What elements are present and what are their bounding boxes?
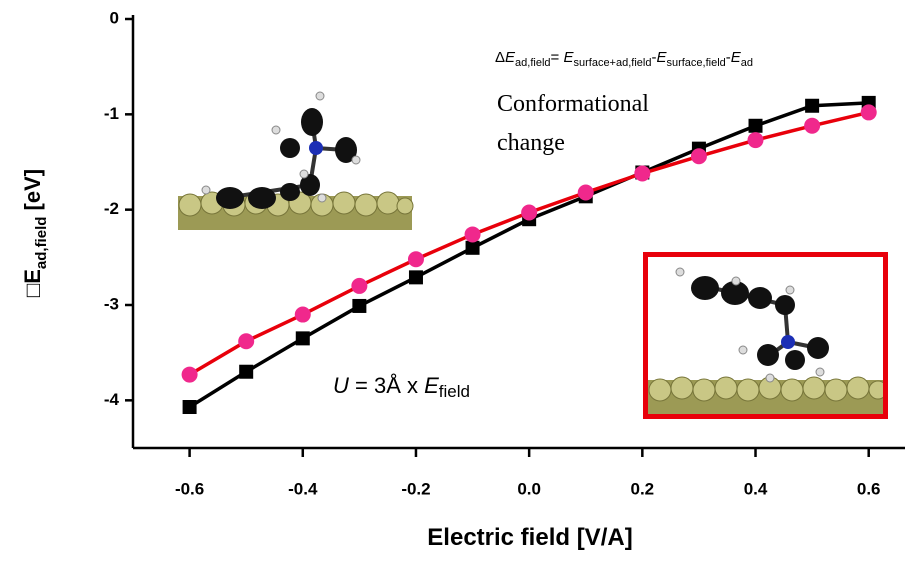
text-part: E <box>424 373 439 398</box>
marker <box>296 331 310 345</box>
marker <box>465 226 481 242</box>
marker <box>805 99 819 113</box>
marker <box>351 278 367 294</box>
marker <box>804 118 820 134</box>
marker <box>578 185 594 201</box>
molecule-inset-left <box>178 92 413 230</box>
x-tick-label: 0.0 <box>517 479 541 498</box>
y-tick-label: -2 <box>104 199 119 218</box>
x-tick-label: 0.4 <box>744 479 768 498</box>
marker <box>748 132 764 148</box>
potential-formula: U = 3Å x Efield <box>333 373 470 401</box>
marker <box>466 241 480 255</box>
chart: □Ead,field [eV] Electric field [V/A] Con… <box>0 0 918 564</box>
y-tick-label: -1 <box>104 104 119 123</box>
marker <box>691 148 707 164</box>
molecule-inset-right <box>645 255 887 417</box>
text-part: = 3Å x <box>349 373 424 398</box>
marker <box>239 365 253 379</box>
text-part: field <box>439 382 470 401</box>
x-tick-label: -0.2 <box>401 479 430 498</box>
formula: ΔEad,field= Esurface+ad,field-Esurface,f… <box>495 49 753 69</box>
x-tick-label: -0.6 <box>175 479 204 498</box>
marker <box>861 104 877 120</box>
marker <box>238 333 254 349</box>
y-tick-label: 0 <box>110 8 119 27</box>
x-tick-label: 0.2 <box>631 479 655 498</box>
text-part: U <box>333 373 349 398</box>
marker <box>749 119 763 133</box>
y-axis-title-sub: ad,field <box>33 217 50 270</box>
y-tick-label: -3 <box>104 294 119 313</box>
text-part: surface,field <box>666 57 725 69</box>
x-tick-label: -0.4 <box>288 479 318 498</box>
marker <box>409 270 423 284</box>
annotation: change <box>497 130 565 156</box>
marker <box>634 165 650 181</box>
text-part: ad,field <box>515 57 550 69</box>
x-tick-label: 0.6 <box>857 479 881 498</box>
marker <box>408 251 424 267</box>
x-axis-title: Electric field [V/A] <box>427 524 632 551</box>
marker <box>352 299 366 313</box>
text-part: = <box>551 49 564 66</box>
y-axis-title: □Ead,field [eV] <box>20 169 50 297</box>
marker <box>295 307 311 323</box>
annotation: Conformational <box>497 91 649 117</box>
text-part: Δ <box>495 49 505 66</box>
y-axis-title-main: □E <box>20 269 45 297</box>
marker <box>182 367 198 383</box>
marker <box>183 400 197 414</box>
text-part: surface+ad,field <box>573 57 651 69</box>
text-part: ad <box>741 57 753 69</box>
marker <box>521 205 537 221</box>
y-axis-title-unit: [eV] <box>20 169 45 217</box>
y-tick-label: -4 <box>104 390 120 409</box>
